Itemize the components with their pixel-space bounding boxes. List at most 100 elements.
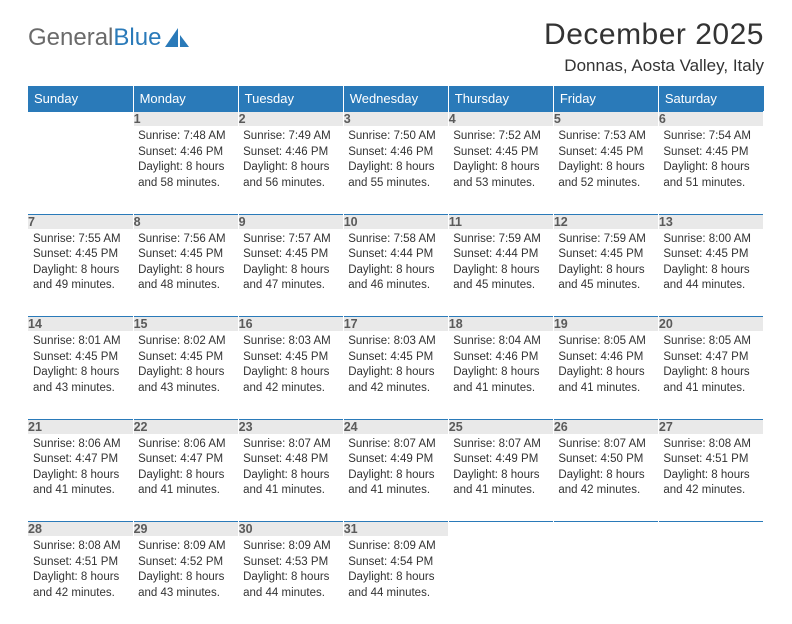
day-details: Sunrise: 8:05 AMSunset: 4:46 PMDaylight:… — [553, 331, 658, 400]
day-details: Sunrise: 7:52 AMSunset: 4:45 PMDaylight:… — [448, 126, 553, 195]
sunrise-line: Sunrise: 7:57 AM — [243, 232, 338, 248]
sunrise-line: Sunrise: 8:04 AM — [453, 334, 548, 350]
day-cell-empty — [28, 126, 133, 214]
sunset-line: Sunset: 4:45 PM — [663, 145, 758, 161]
sunrise-line: Sunrise: 8:09 AM — [243, 539, 338, 555]
sunset-line: Sunset: 4:46 PM — [453, 350, 548, 366]
day-cell: Sunrise: 8:03 AMSunset: 4:45 PMDaylight:… — [238, 331, 343, 419]
daylight-line: Daylight: 8 hours and 43 minutes. — [33, 365, 128, 396]
day-number: 23 — [238, 419, 343, 434]
sunrise-line: Sunrise: 7:56 AM — [138, 232, 233, 248]
weekday-header: Thursday — [448, 86, 553, 112]
weekday-header: Sunday — [28, 86, 133, 112]
day-number: 14 — [28, 317, 133, 332]
daylight-line: Daylight: 8 hours and 41 minutes. — [33, 468, 128, 499]
day-number: 31 — [343, 522, 448, 537]
sunset-line: Sunset: 4:54 PM — [348, 555, 443, 571]
day-cell: Sunrise: 7:55 AMSunset: 4:45 PMDaylight:… — [28, 229, 133, 317]
weekday-header-row: SundayMondayTuesdayWednesdayThursdayFrid… — [28, 86, 764, 112]
daylight-line: Daylight: 8 hours and 42 minutes. — [348, 365, 443, 396]
daylight-line: Daylight: 8 hours and 47 minutes. — [243, 263, 338, 294]
sunrise-line: Sunrise: 8:07 AM — [348, 437, 443, 453]
day-details: Sunrise: 8:09 AMSunset: 4:54 PMDaylight:… — [343, 536, 448, 605]
sunrise-line: Sunrise: 7:59 AM — [558, 232, 653, 248]
sunrise-line: Sunrise: 7:54 AM — [663, 129, 758, 145]
day-cell: Sunrise: 7:59 AMSunset: 4:45 PMDaylight:… — [553, 229, 658, 317]
day-details: Sunrise: 8:01 AMSunset: 4:45 PMDaylight:… — [28, 331, 133, 400]
day-number: 13 — [658, 214, 763, 229]
day-number: 28 — [28, 522, 133, 537]
day-cell: Sunrise: 7:59 AMSunset: 4:44 PMDaylight:… — [448, 229, 553, 317]
daylight-line: Daylight: 8 hours and 41 minutes. — [138, 468, 233, 499]
sunset-line: Sunset: 4:45 PM — [558, 145, 653, 161]
day-number-empty — [28, 112, 133, 127]
day-cell: Sunrise: 7:56 AMSunset: 4:45 PMDaylight:… — [133, 229, 238, 317]
calendar-head: SundayMondayTuesdayWednesdayThursdayFrid… — [28, 86, 764, 112]
sunset-line: Sunset: 4:46 PM — [348, 145, 443, 161]
day-number: 15 — [133, 317, 238, 332]
daylight-line: Daylight: 8 hours and 53 minutes. — [453, 160, 548, 191]
daylight-line: Daylight: 8 hours and 41 minutes. — [348, 468, 443, 499]
day-details: Sunrise: 8:08 AMSunset: 4:51 PMDaylight:… — [658, 434, 763, 503]
day-number: 12 — [553, 214, 658, 229]
day-cell-empty — [448, 536, 553, 624]
day-details: Sunrise: 7:48 AMSunset: 4:46 PMDaylight:… — [133, 126, 238, 195]
sunrise-line: Sunrise: 8:07 AM — [558, 437, 653, 453]
calendar-page: GeneralBlue December 2025 Donnas, Aosta … — [0, 0, 792, 624]
day-details: Sunrise: 7:56 AMSunset: 4:45 PMDaylight:… — [133, 229, 238, 298]
daylight-line: Daylight: 8 hours and 52 minutes. — [558, 160, 653, 191]
day-details: Sunrise: 7:54 AMSunset: 4:45 PMDaylight:… — [658, 126, 763, 195]
sunrise-line: Sunrise: 8:09 AM — [348, 539, 443, 555]
location-text: Donnas, Aosta Valley, Italy — [544, 56, 764, 76]
weekday-header: Wednesday — [343, 86, 448, 112]
daylight-line: Daylight: 8 hours and 46 minutes. — [348, 263, 443, 294]
day-cell: Sunrise: 8:01 AMSunset: 4:45 PMDaylight:… — [28, 331, 133, 419]
day-details: Sunrise: 7:59 AMSunset: 4:44 PMDaylight:… — [448, 229, 553, 298]
daylight-line: Daylight: 8 hours and 42 minutes. — [33, 570, 128, 601]
sunset-line: Sunset: 4:46 PM — [138, 145, 233, 161]
day-cell: Sunrise: 8:07 AMSunset: 4:48 PMDaylight:… — [238, 434, 343, 522]
day-details: Sunrise: 8:07 AMSunset: 4:48 PMDaylight:… — [238, 434, 343, 503]
day-details: Sunrise: 7:53 AMSunset: 4:45 PMDaylight:… — [553, 126, 658, 195]
day-number: 18 — [448, 317, 553, 332]
day-content-row: Sunrise: 7:48 AMSunset: 4:46 PMDaylight:… — [28, 126, 764, 214]
title-block: December 2025 Donnas, Aosta Valley, Ital… — [544, 18, 764, 76]
sunrise-line: Sunrise: 8:06 AM — [33, 437, 128, 453]
sunset-line: Sunset: 4:48 PM — [243, 452, 338, 468]
day-number: 16 — [238, 317, 343, 332]
sunrise-line: Sunrise: 7:59 AM — [453, 232, 548, 248]
daylight-line: Daylight: 8 hours and 45 minutes. — [558, 263, 653, 294]
sunrise-line: Sunrise: 8:00 AM — [663, 232, 758, 248]
sunrise-line: Sunrise: 7:49 AM — [243, 129, 338, 145]
day-number-row: 123456 — [28, 112, 764, 127]
sunset-line: Sunset: 4:45 PM — [33, 247, 128, 263]
day-number: 8 — [133, 214, 238, 229]
daylight-line: Daylight: 8 hours and 55 minutes. — [348, 160, 443, 191]
day-cell: Sunrise: 8:05 AMSunset: 4:46 PMDaylight:… — [553, 331, 658, 419]
daylight-line: Daylight: 8 hours and 45 minutes. — [453, 263, 548, 294]
day-number: 25 — [448, 419, 553, 434]
day-number-empty — [448, 522, 553, 537]
sunrise-line: Sunrise: 7:48 AM — [138, 129, 233, 145]
day-cell: Sunrise: 8:08 AMSunset: 4:51 PMDaylight:… — [658, 434, 763, 522]
daylight-line: Daylight: 8 hours and 43 minutes. — [138, 365, 233, 396]
day-details: Sunrise: 8:02 AMSunset: 4:45 PMDaylight:… — [133, 331, 238, 400]
day-cell: Sunrise: 7:52 AMSunset: 4:45 PMDaylight:… — [448, 126, 553, 214]
day-cell: Sunrise: 7:57 AMSunset: 4:45 PMDaylight:… — [238, 229, 343, 317]
sunrise-line: Sunrise: 7:50 AM — [348, 129, 443, 145]
sunrise-line: Sunrise: 8:07 AM — [243, 437, 338, 453]
daylight-line: Daylight: 8 hours and 56 minutes. — [243, 160, 338, 191]
sunset-line: Sunset: 4:51 PM — [663, 452, 758, 468]
weekday-header: Saturday — [658, 86, 763, 112]
sunset-line: Sunset: 4:53 PM — [243, 555, 338, 571]
day-number: 30 — [238, 522, 343, 537]
day-cell: Sunrise: 8:04 AMSunset: 4:46 PMDaylight:… — [448, 331, 553, 419]
day-number: 29 — [133, 522, 238, 537]
sunrise-line: Sunrise: 8:08 AM — [33, 539, 128, 555]
day-details: Sunrise: 8:09 AMSunset: 4:52 PMDaylight:… — [133, 536, 238, 605]
day-content-row: Sunrise: 8:01 AMSunset: 4:45 PMDaylight:… — [28, 331, 764, 419]
day-cell: Sunrise: 8:07 AMSunset: 4:49 PMDaylight:… — [343, 434, 448, 522]
sunrise-line: Sunrise: 8:08 AM — [663, 437, 758, 453]
daylight-line: Daylight: 8 hours and 41 minutes. — [243, 468, 338, 499]
day-cell: Sunrise: 7:48 AMSunset: 4:46 PMDaylight:… — [133, 126, 238, 214]
